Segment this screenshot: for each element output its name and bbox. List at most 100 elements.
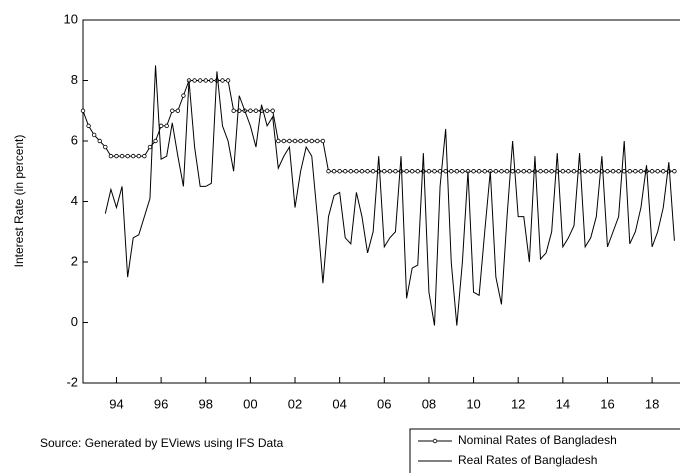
series-marker <box>627 169 632 174</box>
series-marker <box>460 169 465 174</box>
series-marker <box>426 169 432 174</box>
series-marker <box>192 78 197 83</box>
y-tick-label: 0 <box>71 314 78 329</box>
x-tick-label: 06 <box>377 396 391 411</box>
series-marker <box>432 169 437 174</box>
y-tick-label: 4 <box>71 193 78 208</box>
series-marker <box>560 169 566 174</box>
series-marker <box>633 169 638 174</box>
x-tick-label: 94 <box>109 396 123 411</box>
series-marker <box>276 138 281 144</box>
series-marker <box>661 169 666 174</box>
series-marker <box>86 123 91 129</box>
series-marker <box>292 138 298 144</box>
series-marker <box>571 169 577 174</box>
series-marker <box>566 169 571 174</box>
series-marker <box>449 169 454 174</box>
series-marker <box>108 153 114 159</box>
y-tick-label: 10 <box>64 11 78 26</box>
series-marker <box>343 169 348 174</box>
series-marker <box>582 169 588 174</box>
series-marker <box>225 78 231 83</box>
series-marker <box>309 138 314 144</box>
series-marker <box>504 169 510 174</box>
series-marker <box>605 169 610 174</box>
legend-label: Nominal Rates of Bangladesh <box>458 433 617 447</box>
series-marker <box>270 108 275 113</box>
series-marker <box>97 138 102 144</box>
x-tick-label: 00 <box>243 396 257 411</box>
x-tick-label: 16 <box>600 396 614 411</box>
series-marker <box>387 169 393 174</box>
series-marker <box>287 138 292 144</box>
series-marker <box>136 153 141 159</box>
series-marker <box>114 153 119 159</box>
series-marker <box>281 138 287 144</box>
series-marker <box>220 78 225 83</box>
x-tick-label: 04 <box>332 396 346 411</box>
series-marker <box>499 169 504 174</box>
series-marker <box>521 169 526 174</box>
series-marker <box>337 169 342 174</box>
y-tick-label: 6 <box>71 132 78 147</box>
series-marker <box>404 169 409 174</box>
series-marker <box>543 169 549 174</box>
series-marker <box>125 153 130 159</box>
series-marker <box>175 108 181 113</box>
series-marker <box>515 169 521 174</box>
y-axis-label: Interest Rate (in percent) <box>12 135 26 268</box>
series-marker <box>264 108 270 113</box>
series-marker <box>298 138 303 144</box>
series-marker <box>209 78 214 83</box>
series-marker <box>370 169 376 174</box>
series-marker <box>482 169 487 174</box>
series-marker <box>638 169 644 174</box>
series-marker <box>393 169 398 174</box>
series-marker <box>253 108 259 113</box>
series-marker <box>142 153 147 159</box>
series-marker <box>527 169 532 174</box>
legend-label: Real Rates of Bangladesh <box>458 453 597 467</box>
series-marker <box>538 169 543 174</box>
series-marker <box>170 108 175 113</box>
series-marker <box>610 169 616 174</box>
series-line <box>104 65 675 326</box>
source-note: Source: Generated by EViews using IFS Da… <box>40 436 284 450</box>
series-marker <box>147 144 153 150</box>
series-marker <box>131 153 136 159</box>
series-marker <box>91 132 97 138</box>
series-marker <box>655 169 660 174</box>
series-marker <box>365 169 370 174</box>
series-marker <box>616 169 621 174</box>
series-marker <box>588 169 593 174</box>
series-marker <box>203 78 208 83</box>
series-marker <box>354 169 359 174</box>
x-tick-label: 02 <box>288 396 302 411</box>
y-tick-label: 8 <box>71 72 78 87</box>
series-marker <box>303 138 309 144</box>
y-tick-label: 2 <box>71 253 78 268</box>
series-marker <box>672 169 677 174</box>
series-marker <box>476 169 482 174</box>
x-tick-label: 08 <box>422 396 436 411</box>
x-tick-label: 10 <box>466 396 480 411</box>
y-tick-label: -2 <box>66 374 78 389</box>
series-marker <box>549 169 554 174</box>
series-marker <box>231 108 236 113</box>
series-marker <box>359 169 365 174</box>
series-marker <box>80 108 86 113</box>
series-marker <box>197 78 203 83</box>
series-marker <box>454 169 460 174</box>
series-marker <box>409 169 415 174</box>
series-marker <box>103 144 108 150</box>
series-marker <box>382 169 387 174</box>
series-marker <box>320 138 326 144</box>
series-marker <box>158 123 164 129</box>
legend-marker <box>432 438 438 444</box>
series-marker <box>510 169 515 174</box>
x-tick-label: 14 <box>556 396 570 411</box>
series-marker <box>326 169 331 174</box>
series-marker <box>331 169 337 174</box>
series-marker <box>493 169 499 174</box>
